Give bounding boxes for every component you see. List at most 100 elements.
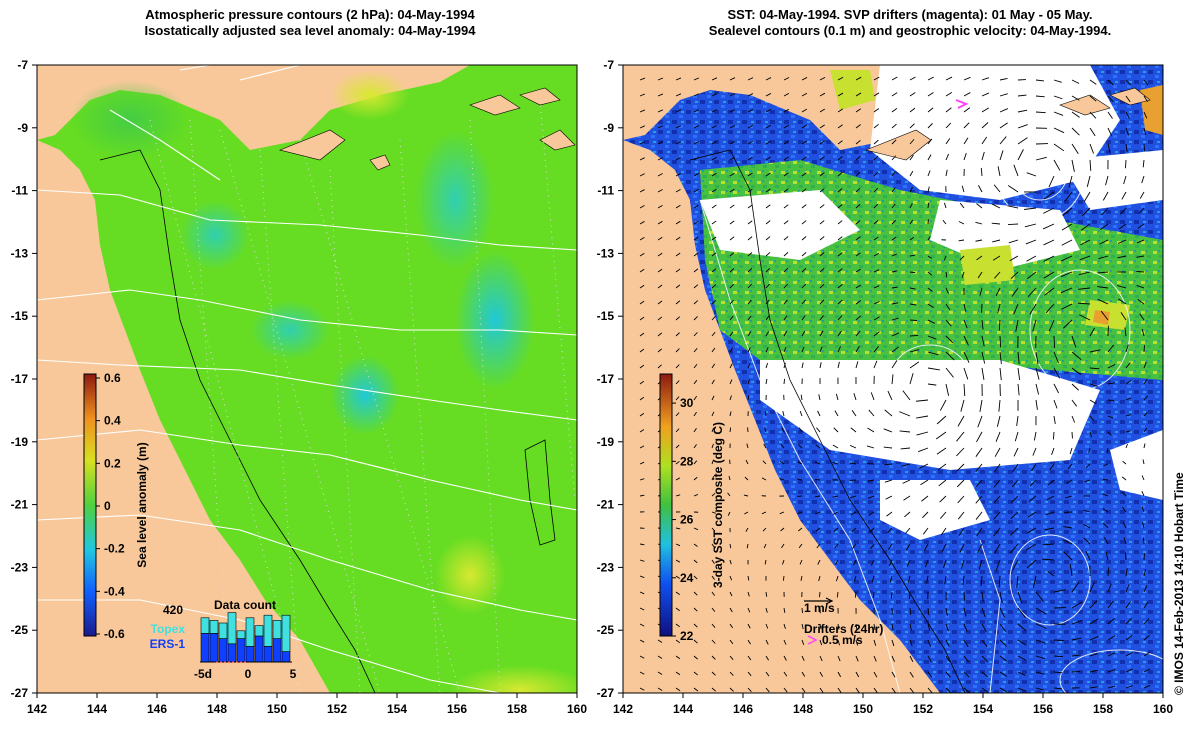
velocity-arrow — [993, 511, 1001, 520]
velocity-arrow — [855, 268, 861, 273]
right-lat-tick-label: -17 — [597, 372, 615, 386]
velocity-arrow — [1125, 635, 1133, 641]
velocity-arrow — [909, 203, 913, 209]
velocity-arrow — [747, 299, 752, 305]
velocity-arrow — [675, 623, 680, 628]
velocity-arrow — [693, 671, 699, 676]
velocity-arrow — [1105, 551, 1109, 561]
velocity-arrow — [747, 575, 750, 581]
velocity-arrow — [639, 364, 645, 369]
velocity-arrow — [657, 173, 663, 177]
velocity-arrow — [956, 479, 965, 488]
velocity-arrow — [909, 287, 916, 290]
left-lon-tick-label: 158 — [507, 702, 527, 716]
velocity-arrow — [855, 361, 859, 369]
velocity-arrow — [1089, 399, 1097, 405]
velocity-arrow — [765, 156, 771, 161]
velocity-arrow — [1143, 427, 1148, 433]
velocity-arrow — [1010, 511, 1019, 520]
velocity-arrow — [975, 239, 983, 242]
velocity-arrow — [801, 346, 805, 353]
ers-count-bar — [227, 643, 237, 663]
data-count-tick-start: -5d — [194, 667, 212, 681]
velocity-arrow — [1071, 351, 1082, 361]
velocity-arrow — [814, 461, 821, 465]
velocity-arrow — [873, 300, 880, 305]
velocity-arrow — [873, 671, 878, 678]
velocity-arrow — [1017, 351, 1020, 364]
velocity-arrow — [711, 655, 716, 660]
velocity-arrow — [901, 463, 911, 467]
velocity-arrow — [939, 399, 947, 411]
velocity-arrow — [765, 639, 769, 645]
velocity-arrow — [956, 431, 965, 442]
velocity-arrow — [814, 495, 821, 498]
velocity-arrow — [783, 362, 786, 369]
velocity-arrow — [902, 390, 911, 401]
velocity-arrow — [819, 687, 824, 693]
velocity-arrow — [781, 427, 785, 433]
velocity-arrow — [1107, 618, 1115, 625]
velocity-arrow — [891, 236, 897, 241]
velocity-arrow — [899, 430, 911, 433]
velocity-arrow — [837, 124, 843, 129]
velocity-arrow — [1141, 490, 1145, 497]
velocity-arrow — [818, 394, 821, 401]
velocity-arrow — [1089, 600, 1098, 609]
velocity-arrow — [1007, 223, 1019, 226]
velocity-arrow — [1061, 303, 1073, 310]
velocity-arrow — [783, 378, 786, 385]
velocity-arrow — [927, 623, 931, 631]
velocity-arrow — [801, 639, 805, 646]
velocity-arrow — [993, 495, 1001, 504]
topex-count-bar — [272, 620, 282, 639]
velocity-arrow — [1143, 127, 1147, 135]
velocity-arrow — [693, 494, 699, 497]
velocity-arrow — [693, 220, 699, 225]
velocity-arrow — [873, 108, 880, 113]
right-lat-tick-label: -27 — [597, 686, 615, 700]
velocity-arrow — [711, 141, 717, 145]
velocity-arrow — [1013, 164, 1019, 177]
velocity-arrow — [783, 671, 788, 677]
velocity-arrow — [1089, 159, 1092, 171]
velocity-arrow — [945, 271, 948, 278]
velocity-arrow — [1066, 479, 1073, 484]
velocity-arrow — [925, 559, 929, 568]
velocity-arrow — [693, 591, 698, 596]
velocity-arrow — [963, 671, 970, 678]
velocity-arrow — [891, 374, 894, 385]
velocity-arrow — [945, 655, 951, 663]
sst-colorbar-label: 3-day SST composite (deg C) — [711, 422, 725, 588]
velocity-arrow — [1107, 143, 1111, 153]
velocity-arrow — [908, 575, 911, 583]
velocity-arrow — [711, 687, 717, 692]
velocity-arrow — [693, 332, 698, 337]
velocity-arrow — [1026, 527, 1037, 534]
velocity-arrow — [1142, 522, 1145, 529]
velocity-arrow — [977, 271, 983, 279]
velocity-arrow — [909, 349, 920, 353]
velocity-arrow — [958, 239, 965, 242]
velocity-arrow — [693, 444, 697, 449]
velocity-arrow — [871, 575, 875, 582]
velocity-arrow — [852, 543, 857, 549]
velocity-arrow — [747, 331, 752, 337]
velocity-arrow — [675, 109, 682, 113]
velocity-arrow — [837, 188, 843, 193]
velocity-arrow — [765, 362, 769, 369]
velocity-arrow — [639, 157, 645, 161]
velocity-arrow — [797, 444, 803, 449]
colorbar-tick-label: 22 — [680, 629, 694, 643]
velocity-arrow — [1103, 463, 1109, 467]
velocity-arrow — [765, 331, 770, 337]
velocity-arrow — [675, 494, 681, 497]
velocity-arrow — [675, 236, 681, 241]
velocity-arrow — [891, 155, 897, 161]
velocity-arrow — [855, 639, 859, 646]
velocity-arrow — [1043, 207, 1055, 214]
velocity-arrow — [747, 124, 753, 129]
velocity-arrow — [729, 379, 733, 385]
velocity-arrow — [981, 319, 984, 330]
velocity-arrow — [675, 460, 680, 465]
